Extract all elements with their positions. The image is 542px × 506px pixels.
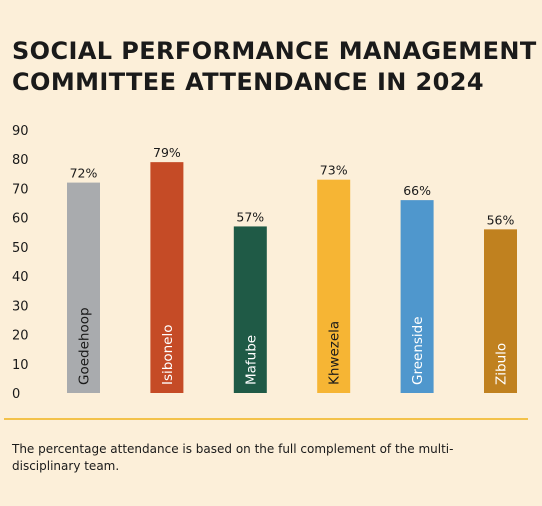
y-tick-label: 40 xyxy=(12,270,29,285)
footnote: The percentage attendance is based on th… xyxy=(12,442,454,473)
chart-title-line-1: SOCIAL PERFORMANCE MANAGEMENT xyxy=(12,37,537,65)
bar-category-label: Mafube xyxy=(243,335,259,385)
bar-category-label: Greenside xyxy=(410,316,426,385)
bar-group: 72% Goedehoop 79% Isibonelo 57% Mafube 73% Khwe… xyxy=(67,145,517,393)
bar-greenside xyxy=(400,200,434,393)
y-axis: 0 10 20 30 40 50 60 70 80 90 xyxy=(12,124,29,402)
y-tick-label: 0 xyxy=(12,387,20,402)
bar-value-label: 79% xyxy=(153,145,181,160)
y-tick-label: 60 xyxy=(12,212,29,227)
bar-mafube xyxy=(233,226,267,393)
bar-value-label: 73% xyxy=(320,163,348,178)
bar-chart: 0 10 20 30 40 50 60 70 80 90 72% Goedehoop 79% Isibo… xyxy=(4,124,528,420)
y-tick-label: 10 xyxy=(12,358,29,373)
bar-value-label: 72% xyxy=(70,166,98,181)
chart-title: SOCIAL PERFORMANCE MANAGEMENT COMMITTEE … xyxy=(12,36,537,98)
bar-isibonelo xyxy=(150,162,184,393)
bar-category-label: Isibonelo xyxy=(160,325,176,385)
bar-value-label: 56% xyxy=(487,212,515,227)
y-tick-label: 50 xyxy=(12,241,29,256)
chart-title-line-2: COMMITTEE ATTENDANCE IN 2024 xyxy=(12,68,484,96)
y-tick-label: 20 xyxy=(12,329,29,344)
bar-value-label: 57% xyxy=(236,209,264,224)
y-tick-label: 30 xyxy=(12,299,29,314)
bar-category-label: Zibulo xyxy=(494,343,510,385)
bar-khwezela xyxy=(317,179,351,393)
y-tick-label: 70 xyxy=(12,182,29,197)
y-tick-label: 90 xyxy=(12,124,29,139)
y-tick-label: 80 xyxy=(12,153,29,168)
bar-category-label: Khwezela xyxy=(327,321,343,385)
bar-goedehoop xyxy=(67,182,100,393)
bar-value-label: 66% xyxy=(403,183,431,198)
bar-zibulo xyxy=(484,229,517,393)
bar-category-label: Goedehoop xyxy=(77,307,93,385)
